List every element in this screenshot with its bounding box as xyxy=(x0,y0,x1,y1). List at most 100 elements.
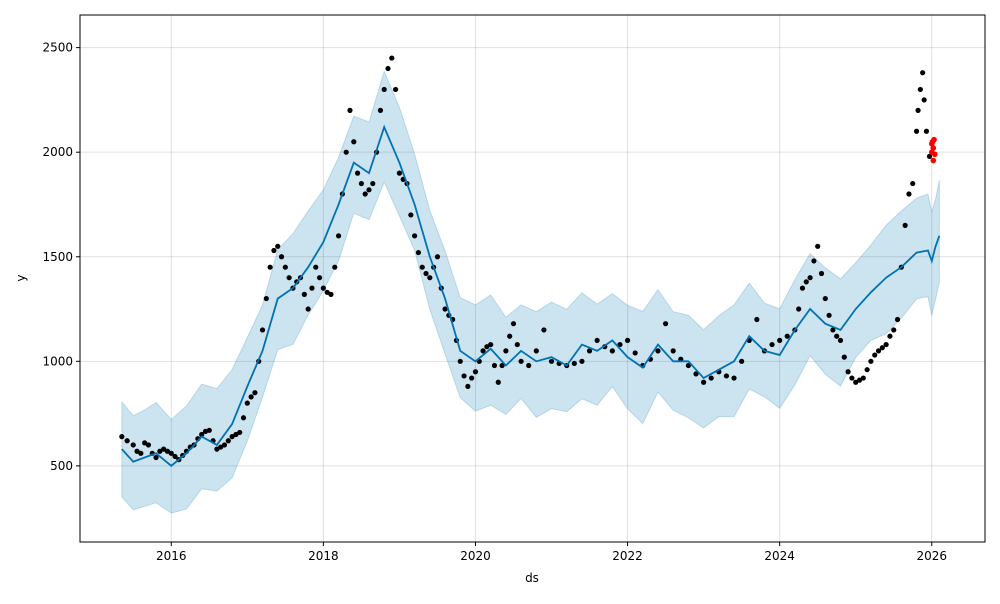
observed-point xyxy=(377,107,383,113)
observed-point xyxy=(206,427,212,433)
observed-point xyxy=(579,358,585,364)
observed-point xyxy=(161,446,167,452)
observed-point xyxy=(887,333,893,339)
observed-point xyxy=(366,187,372,193)
observed-point xyxy=(815,243,821,249)
observed-point xyxy=(286,275,292,281)
observed-point xyxy=(799,285,806,291)
observed-point xyxy=(920,70,926,76)
observed-point xyxy=(864,367,870,373)
observed-point xyxy=(510,321,517,327)
y-tick-label: 1500 xyxy=(42,250,73,264)
observed-point xyxy=(923,128,930,134)
observed-point xyxy=(632,350,638,356)
observed-point xyxy=(138,450,144,456)
observed-point xyxy=(571,360,577,367)
observed-point xyxy=(526,362,532,369)
forecast-path xyxy=(121,124,941,468)
observed-point xyxy=(617,341,623,348)
observed-point xyxy=(275,243,281,249)
observed-point xyxy=(868,358,874,364)
observed-point xyxy=(917,86,923,93)
observed-point xyxy=(301,291,307,297)
observed-point xyxy=(427,275,433,281)
observed-point xyxy=(541,327,547,333)
observed-point xyxy=(461,373,467,379)
observed-point xyxy=(834,333,840,339)
y-tick-label: 2500 xyxy=(42,41,73,55)
observed-point xyxy=(229,434,235,440)
observed-point xyxy=(594,337,600,344)
y-tick-label: 500 xyxy=(50,459,73,473)
observed-point xyxy=(503,348,509,354)
observed-point xyxy=(164,448,171,454)
observed-point xyxy=(883,341,889,348)
observed-point xyxy=(199,431,205,438)
observed-point xyxy=(309,285,315,291)
observed-point xyxy=(472,369,479,375)
observed-point xyxy=(514,341,520,348)
observed-point xyxy=(252,390,258,396)
observed-point xyxy=(902,222,908,228)
observed-point xyxy=(351,139,357,145)
observed-point xyxy=(662,321,669,327)
observed-point xyxy=(518,358,524,364)
observed-point xyxy=(305,306,311,312)
x-tick-label: 2020 xyxy=(460,549,491,563)
uncertainty-interval xyxy=(121,69,940,514)
x-tick-label: 2024 xyxy=(764,549,795,563)
observed-point xyxy=(796,306,802,312)
observed-point xyxy=(875,348,882,354)
observed-point xyxy=(282,264,288,270)
observed-point xyxy=(142,440,148,446)
observed-point xyxy=(419,264,425,270)
observed-point xyxy=(701,379,707,385)
observed-point xyxy=(841,354,847,360)
observed-point xyxy=(915,107,921,113)
observed-point xyxy=(434,254,441,260)
observed-point xyxy=(343,149,349,155)
test-points xyxy=(928,136,938,164)
observed-point xyxy=(495,379,501,385)
observed-point xyxy=(837,337,844,344)
observed-point xyxy=(693,371,699,377)
observed-point xyxy=(259,327,266,333)
observed-point xyxy=(533,348,539,354)
observed-point xyxy=(172,453,178,460)
observed-point xyxy=(803,279,809,285)
observed-point xyxy=(278,254,285,260)
observed-point xyxy=(218,444,224,450)
observed-point xyxy=(396,170,403,176)
y-tick-label: 1000 xyxy=(42,354,73,368)
observed-point xyxy=(913,128,920,134)
interval-band xyxy=(121,69,940,514)
observed-point xyxy=(240,415,247,421)
observed-point xyxy=(845,369,851,375)
x-tick-label: 2016 xyxy=(156,549,187,563)
observed-point xyxy=(807,275,813,281)
test-point xyxy=(928,141,935,147)
observed-point xyxy=(777,337,783,344)
observed-point xyxy=(469,375,475,381)
x-tick-label: 2018 xyxy=(308,549,339,563)
observed-point xyxy=(214,446,220,452)
observed-point xyxy=(739,358,745,364)
grid xyxy=(80,15,985,542)
observed-point xyxy=(225,438,231,444)
observed-point xyxy=(754,316,760,323)
observed-point xyxy=(370,180,376,187)
observed-point xyxy=(670,348,676,354)
observed-point xyxy=(853,379,859,385)
observed-point xyxy=(784,333,790,339)
observed-points xyxy=(119,55,933,463)
observed-point xyxy=(244,400,250,406)
observed-point xyxy=(891,327,897,333)
observed-point xyxy=(221,442,228,448)
test-point xyxy=(931,136,937,143)
observed-point xyxy=(826,312,832,318)
observed-point xyxy=(488,341,494,348)
observed-point xyxy=(362,191,368,197)
test-point xyxy=(930,157,937,164)
observed-point xyxy=(408,212,414,218)
observed-point xyxy=(332,264,338,270)
